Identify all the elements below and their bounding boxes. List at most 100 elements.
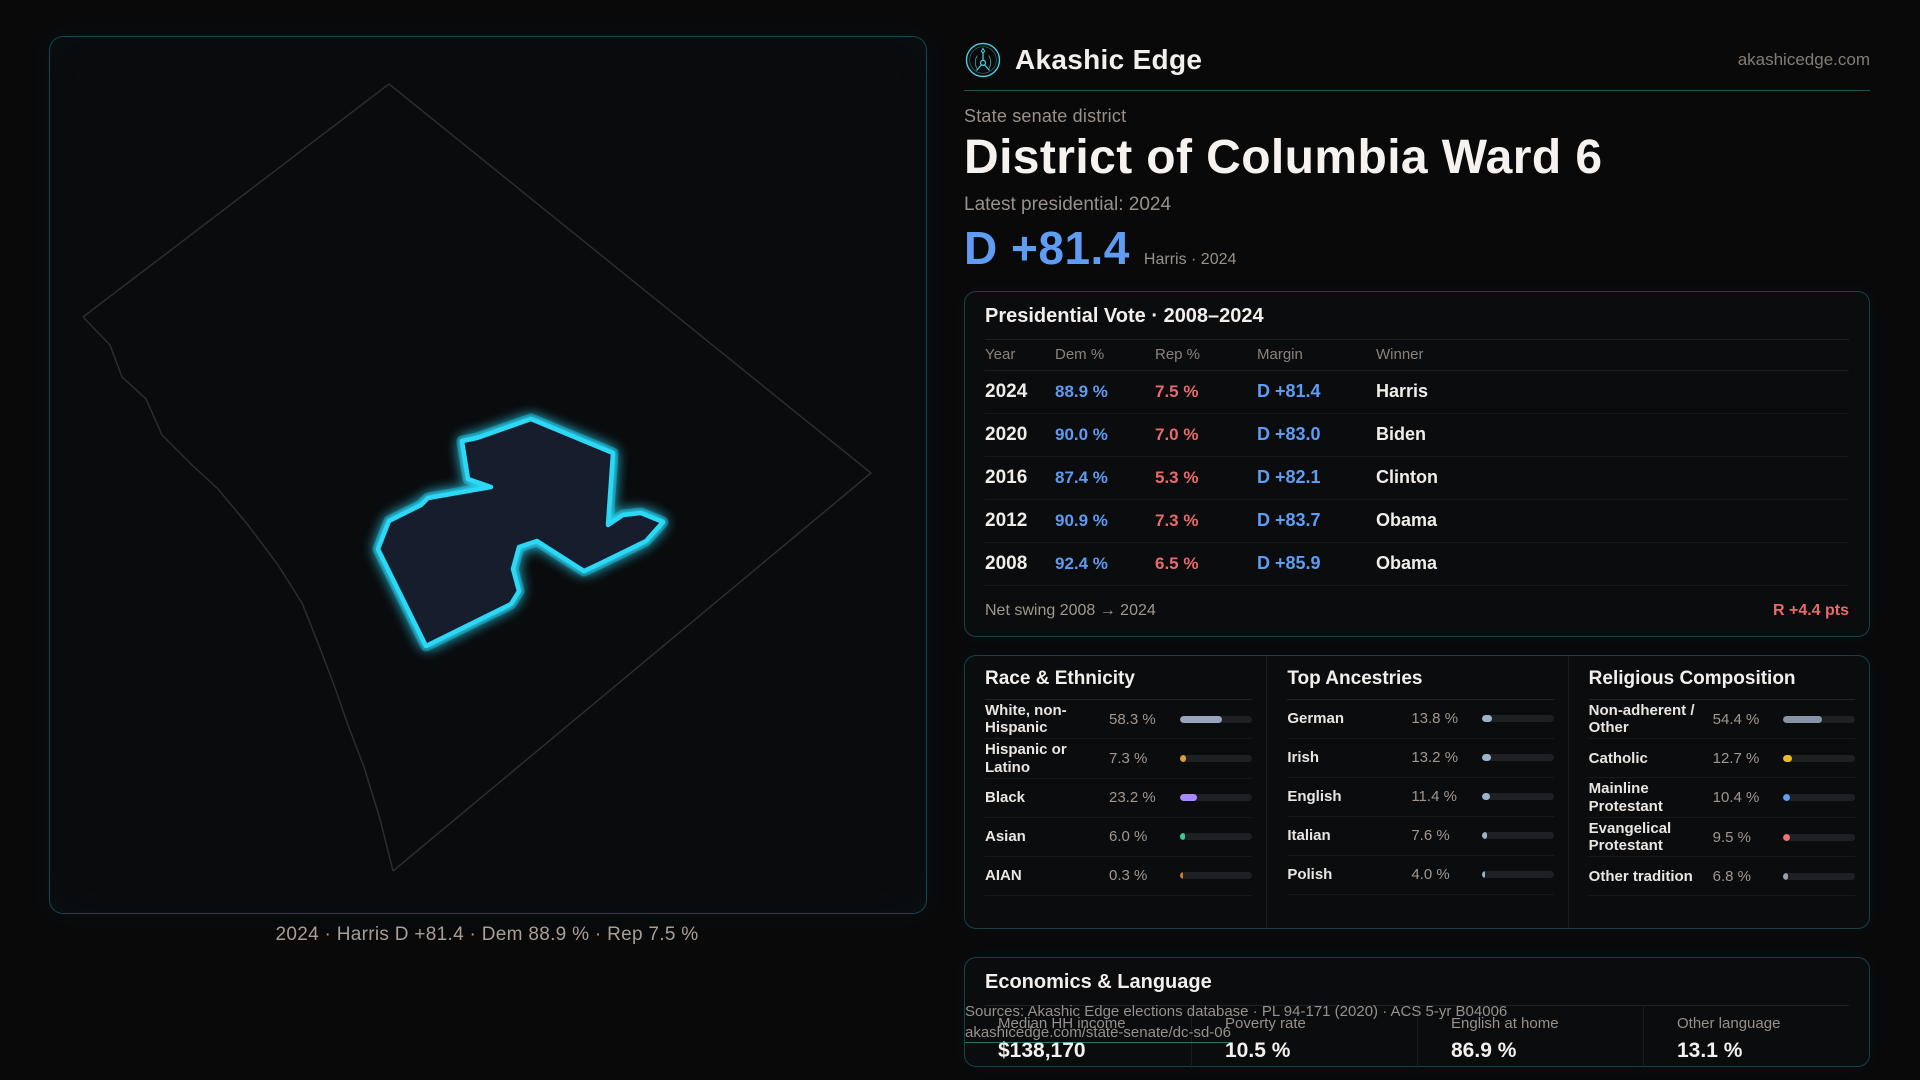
cell-dem-pct: 90.9 % bbox=[1055, 510, 1108, 530]
stat-value: 13.2 % bbox=[1411, 749, 1459, 767]
district-map-card bbox=[49, 36, 927, 914]
column-header: Dem % bbox=[1055, 346, 1105, 364]
stat-row: Black 23.2 % bbox=[985, 779, 1253, 818]
stat-value: 10.4 % bbox=[1712, 789, 1760, 807]
stat-label: Irish bbox=[1287, 749, 1320, 767]
cell-dem-pct: 87.4 % bbox=[1055, 467, 1108, 487]
stat-value: 6.8 % bbox=[1712, 867, 1752, 885]
stat-value: 54.4 % bbox=[1712, 710, 1760, 728]
latest-presidential-label: Latest presidential: 2024 bbox=[964, 193, 1172, 215]
cell-rep-pct: 6.5 % bbox=[1155, 553, 1199, 573]
stat-label: Non-adherent / Other bbox=[1588, 701, 1695, 737]
race-ethnicity-panel: Race & Ethnicity White, non-Hispanic 58.3… bbox=[965, 656, 1266, 928]
cell-margin: D +83.0 bbox=[1257, 424, 1321, 445]
economic-stat: Other language 13.1 % bbox=[1643, 1005, 1869, 1068]
religious-composition-title: Religious Composition bbox=[1588, 656, 1855, 700]
akashic-edge-logo-icon bbox=[965, 42, 1001, 78]
page-title: District of Columbia Ward 6 bbox=[964, 131, 1603, 184]
column-header: Year bbox=[985, 346, 1016, 364]
vote-table-footer: Net swing 2008 → 2024 R +4.4 pts bbox=[985, 586, 1849, 636]
economic-stat-label: Poverty rate bbox=[1225, 1014, 1306, 1032]
stat-label: Black bbox=[985, 789, 1026, 807]
stat-value: 13.8 % bbox=[1411, 710, 1459, 728]
dc-boundary bbox=[82, 83, 873, 872]
stat-row: Italian 7.6 % bbox=[1287, 817, 1554, 856]
economic-stat-value: $138,170 bbox=[998, 1038, 1086, 1062]
net-swing-label: Net swing 2008 → 2024 bbox=[985, 601, 1156, 619]
economic-stat-label: English at home bbox=[1451, 1014, 1559, 1032]
stat-row: White, non-Hispanic 58.3 % bbox=[985, 700, 1253, 740]
stat-label: AIAN bbox=[985, 867, 1022, 885]
district-map bbox=[82, 83, 873, 872]
table-row: 2016 87.4 % 5.3 % D +82.1 Clinton bbox=[985, 457, 1849, 500]
stat-row: Evangelical Protestant 9.5 % bbox=[1588, 818, 1855, 858]
stat-row: Other tradition 6.8 % bbox=[1588, 857, 1855, 897]
stat-label: German bbox=[1287, 710, 1345, 728]
stat-row: Catholic 12.7 % bbox=[1588, 739, 1855, 779]
permalink-url[interactable]: akashicedge.com/state-senate/dc-sd-06 bbox=[965, 1024, 1231, 1043]
sources-line: Sources: Akashic Edge elections database… bbox=[965, 1003, 1508, 1020]
stat-bar bbox=[1481, 832, 1554, 840]
religious-composition-panel: Religious Composition Non-adherent / Oth… bbox=[1567, 655, 1869, 928]
stat-row: AIAN 0.3 % bbox=[985, 857, 1253, 896]
vote-table-header: Year Dem % Rep % Margin Winner bbox=[985, 340, 1849, 371]
stat-value: 23.2 % bbox=[1109, 789, 1156, 807]
sources-footer: Sources: Akashic Edge elections database… bbox=[965, 1001, 1507, 1043]
cell-winner: Biden bbox=[1376, 424, 1427, 445]
stat-bar bbox=[1783, 794, 1855, 802]
stat-label: Italian bbox=[1287, 827, 1331, 845]
stat-row: Irish 13.2 % bbox=[1287, 739, 1554, 778]
cell-winner: Obama bbox=[1376, 553, 1438, 574]
stat-bar bbox=[1180, 755, 1253, 763]
economics-language-card: Economics & Language Median HH income $13… bbox=[964, 956, 1870, 1068]
cell-winner: Harris bbox=[1376, 381, 1429, 402]
cell-margin: D +81.4 bbox=[1257, 381, 1321, 402]
stat-value: 9.5 % bbox=[1712, 828, 1752, 846]
stat-bar bbox=[1180, 872, 1253, 880]
river-boundary bbox=[82, 316, 394, 872]
economic-stat: Poverty rate 10.5 % bbox=[1191, 1005, 1417, 1068]
stat-bar bbox=[1481, 715, 1554, 723]
stat-label: Other tradition bbox=[1588, 867, 1693, 885]
cell-year: 2024 bbox=[985, 380, 1028, 402]
stat-value: 11.4 % bbox=[1411, 788, 1457, 806]
economics-title: Economics & Language bbox=[985, 958, 1849, 1006]
cell-rep-pct: 7.0 % bbox=[1155, 424, 1199, 444]
table-row: 2024 88.9 % 7.5 % D +81.4 Harris bbox=[985, 371, 1849, 414]
top-ancestries-panel: Top Ancestries German 13.8 % Irish 13.2 % En… bbox=[1266, 655, 1567, 928]
table-row: 2012 90.9 % 7.3 % D +83.7 Obama bbox=[985, 500, 1849, 543]
stat-bar bbox=[1481, 871, 1554, 879]
race-ethnicity-title: Race & Ethnicity bbox=[985, 656, 1253, 700]
cell-year: 2012 bbox=[985, 509, 1028, 531]
stat-bar bbox=[1783, 754, 1855, 762]
stat-value: 4.0 % bbox=[1411, 866, 1450, 884]
stat-row: Non-adherent / Other 54.4 % bbox=[1588, 700, 1855, 740]
stat-row: Hispanic or Latino 7.3 % bbox=[985, 739, 1253, 779]
stat-row: English 11.4 % bbox=[1287, 778, 1554, 817]
map-caption: 2024 · Harris D +81.4 · Dem 88.9 % · Rep… bbox=[275, 924, 699, 945]
district-kicker: State senate district bbox=[964, 106, 1127, 126]
stat-label: Catholic bbox=[1588, 749, 1648, 767]
ward-shape[interactable] bbox=[375, 416, 666, 649]
brand-header: Akashic Edge akashicedge.com bbox=[964, 30, 1870, 91]
column-header: Rep % bbox=[1155, 346, 1201, 364]
stat-bar bbox=[1783, 715, 1855, 723]
stat-value: 7.6 % bbox=[1411, 827, 1450, 845]
brand-domain-link[interactable]: akashicedge.com bbox=[1737, 50, 1870, 69]
stat-label: White, non-Hispanic bbox=[985, 701, 1067, 737]
economic-stat: Median HH income $138,170 bbox=[965, 1006, 1191, 1068]
stat-value: 58.3 % bbox=[1109, 710, 1156, 728]
cell-dem-pct: 88.9 % bbox=[1055, 381, 1108, 401]
cell-winner: Clinton bbox=[1376, 467, 1438, 488]
table-row: 2008 92.4 % 6.5 % D +85.9 Obama bbox=[985, 543, 1849, 586]
stat-bar bbox=[1180, 794, 1253, 802]
detail-panel: Akashic Edge akashicedge.com State senat… bbox=[964, 30, 1870, 1068]
hero-margin-caption: Harris · 2024 bbox=[1143, 250, 1237, 268]
cell-rep-pct: 7.5 % bbox=[1155, 381, 1199, 401]
net-swing-value: R +4.4 pts bbox=[1772, 601, 1849, 619]
cell-dem-pct: 92.4 % bbox=[1055, 553, 1108, 573]
economic-stat-value: 13.1 % bbox=[1677, 1038, 1743, 1062]
stat-label: Hispanic or Latino bbox=[985, 741, 1067, 776]
table-row: 2020 90.0 % 7.0 % D +83.0 Biden bbox=[985, 414, 1849, 457]
cell-margin: D +82.1 bbox=[1257, 467, 1321, 488]
